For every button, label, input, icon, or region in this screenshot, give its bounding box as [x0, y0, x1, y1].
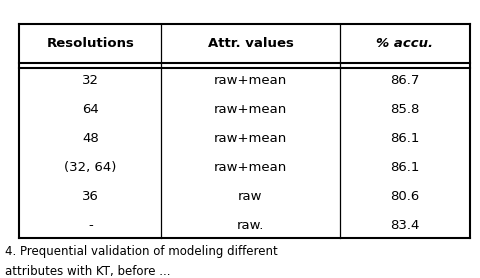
Text: raw+mean: raw+mean	[214, 74, 287, 87]
Text: % accu.: % accu.	[376, 37, 433, 50]
Text: Resolutions: Resolutions	[47, 37, 134, 50]
Text: 86.7: 86.7	[390, 74, 420, 87]
Text: Attr. values: Attr. values	[207, 37, 293, 50]
Text: raw: raw	[238, 190, 263, 203]
Text: raw+mean: raw+mean	[214, 161, 287, 174]
Text: 86.1: 86.1	[390, 132, 420, 145]
Text: 83.4: 83.4	[390, 219, 420, 232]
Text: 36: 36	[82, 190, 99, 203]
Text: 48: 48	[82, 132, 98, 145]
Text: 32: 32	[82, 74, 99, 87]
Text: 64: 64	[82, 103, 98, 116]
Text: 4. Prequential validation of modeling different: 4. Prequential validation of modeling di…	[5, 245, 277, 258]
Text: 80.6: 80.6	[390, 190, 420, 203]
Text: -: -	[88, 219, 93, 232]
Text: raw.: raw.	[237, 219, 264, 232]
Text: attributes with KT, before ...: attributes with KT, before ...	[5, 265, 170, 277]
Text: raw+mean: raw+mean	[214, 132, 287, 145]
Text: raw+mean: raw+mean	[214, 103, 287, 116]
Text: (32, 64): (32, 64)	[64, 161, 117, 174]
Text: 86.1: 86.1	[390, 161, 420, 174]
Text: 85.8: 85.8	[390, 103, 420, 116]
